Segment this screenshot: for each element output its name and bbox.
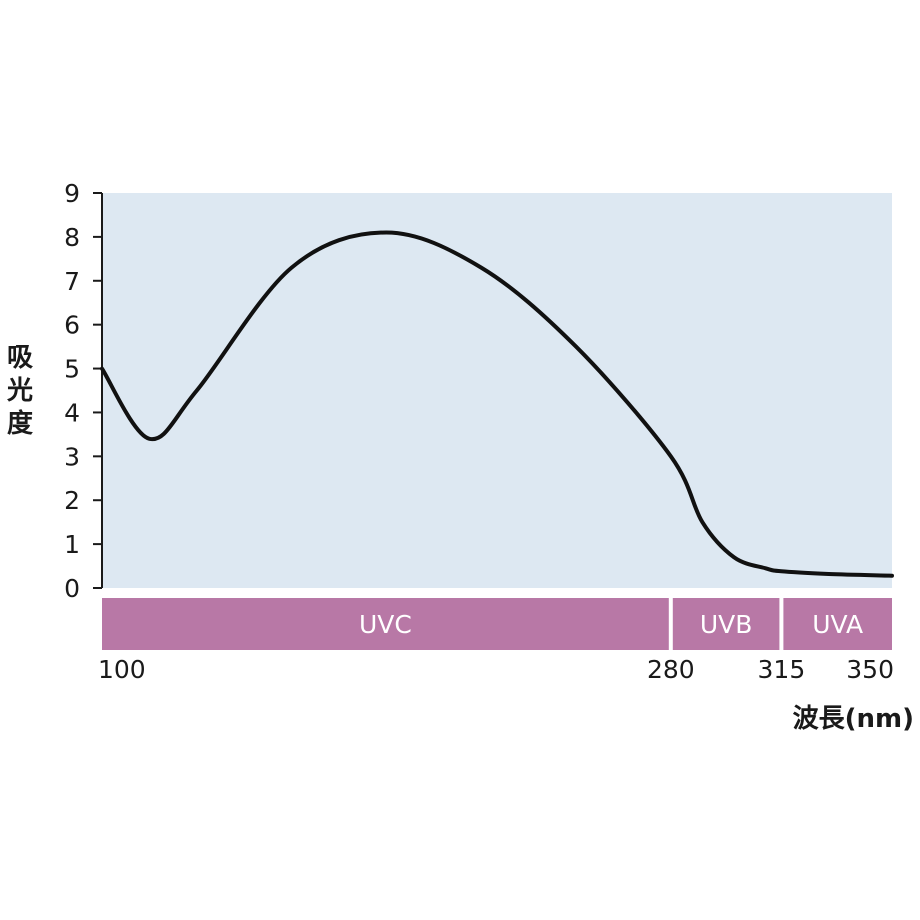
x-tick-label: 280	[647, 655, 695, 684]
x-axis-title: 波長(nm)	[793, 704, 914, 734]
y-tick-label: 9	[64, 179, 80, 208]
band-label: UVC	[359, 610, 412, 639]
y-tick-label: 6	[64, 311, 80, 340]
x-tick-label: 350	[846, 655, 894, 684]
x-tick-label: 315	[758, 655, 806, 684]
absorbance-curve	[100, 230, 894, 578]
y-tick-label: 7	[64, 267, 80, 296]
y-tick-label: 5	[64, 355, 80, 384]
y-axis: 0 1 2 3 4 5 6 7 8 9	[64, 179, 103, 603]
y-tick-label: 2	[64, 486, 80, 515]
x-axis-ticks: 100 280 315 350	[98, 655, 894, 684]
y-tick-label: 0	[64, 574, 80, 603]
band-uvb	[672, 598, 780, 650]
y-tick-label: 1	[64, 530, 80, 559]
y-tick-label: 8	[64, 223, 80, 252]
x-tick-label: 100	[98, 655, 146, 684]
band-uva	[783, 598, 892, 650]
band-label: UVB	[700, 610, 753, 639]
y-tick-label: 4	[64, 398, 80, 427]
y-tick-label: 3	[64, 442, 80, 471]
band-label: UVA	[812, 610, 863, 639]
plot-area	[102, 193, 892, 588]
uv-band-bar: UVC UVB UVA	[102, 598, 892, 650]
y-axis-title: 吸光度	[6, 343, 33, 439]
band-uvc	[102, 598, 669, 650]
